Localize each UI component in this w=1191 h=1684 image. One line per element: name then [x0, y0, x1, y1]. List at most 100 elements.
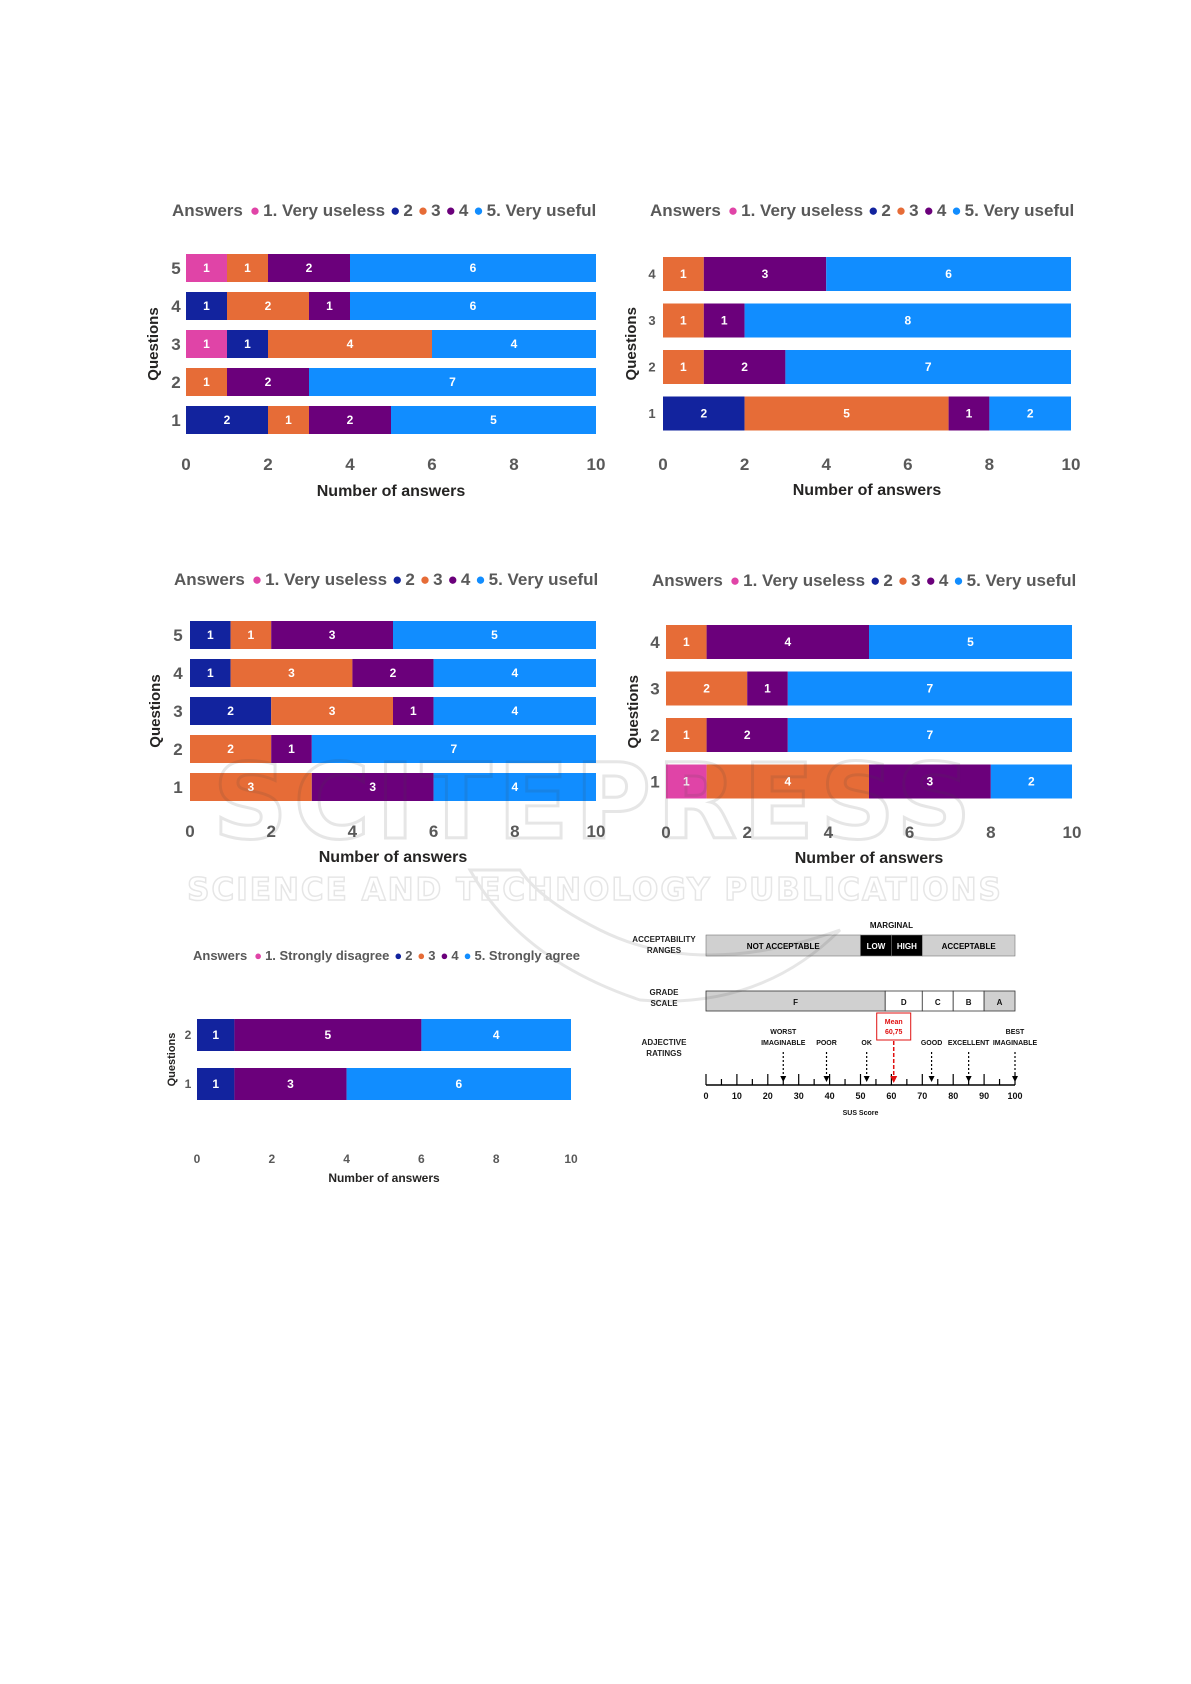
category-label: 3 [171, 335, 180, 354]
data-label: 7 [451, 742, 458, 756]
data-label: 3 [369, 780, 376, 794]
x-axis-title: Number of answers [793, 482, 942, 499]
bar-segment [197, 1068, 235, 1100]
category-label: 1 [650, 772, 659, 791]
legend-title: Answers [652, 571, 723, 590]
charts-layer: Answers ● 1. Very useless ● 2 ● 3 ● 4 ● 5. Very us… [145, 201, 1081, 1185]
data-label: 1 [244, 261, 251, 275]
category-label: 5 [173, 626, 182, 645]
watermark-main: SCITEPRESS [213, 741, 977, 863]
legend-marker-5-icon: ● [475, 570, 485, 589]
sus-tick-label: 100 [1007, 1091, 1022, 1101]
data-label: 1 [207, 628, 214, 642]
legend-item-3: 3 [909, 201, 918, 220]
adjective-label: POOR [816, 1040, 837, 1047]
bar-segment [197, 1019, 235, 1051]
legend-item-3: 3 [911, 571, 920, 590]
x-tick-label: 8 [510, 822, 519, 841]
acceptability-label: LOW [867, 942, 886, 951]
bar-segment [393, 697, 434, 725]
data-label: 1 [683, 728, 690, 742]
data-label: 3 [288, 666, 295, 680]
category-label: 4 [648, 267, 656, 282]
legend-item-3: 3 [431, 201, 440, 220]
legend-marker-2-icon: ● [392, 570, 402, 589]
bar-segment [703, 350, 786, 384]
data-label: 2 [347, 413, 354, 427]
legend-item-1: 1. Very useless [265, 570, 387, 589]
adjective-label: GOOD [921, 1040, 942, 1047]
x-tick-label: 0 [658, 455, 667, 474]
data-label: 1 [683, 635, 690, 649]
data-label: 1 [203, 337, 210, 351]
bar-segment [706, 718, 788, 752]
legend-marker-1-icon: ● [254, 948, 262, 963]
bar-segment [706, 764, 869, 799]
legend-item-2: 2 [883, 571, 892, 590]
bar-segment [666, 718, 707, 752]
x-tick-label: 4 [824, 823, 834, 842]
legend-title: Answers [193, 948, 247, 963]
data-label: 1 [410, 704, 417, 718]
sus-tick-label: 0 [703, 1091, 708, 1101]
category-label: 4 [173, 664, 183, 683]
bar-segment [433, 697, 596, 725]
y-axis-title: Questions [145, 307, 162, 380]
legend-marker-1-icon: ● [252, 570, 262, 589]
data-label: 2 [306, 261, 313, 275]
bar-segment [186, 406, 268, 434]
legend-item-5: 5. Very useful [487, 201, 597, 220]
legend-marker-4-icon: ● [448, 570, 458, 589]
grade-label: D [901, 998, 907, 1007]
data-label: 7 [927, 728, 934, 742]
x-tick-label: 10 [587, 455, 606, 474]
bar-segment [190, 773, 312, 801]
bar-segment [311, 735, 596, 763]
legend-item-5: 5. Very useful [489, 570, 599, 589]
x-tick-label: 2 [268, 1152, 275, 1166]
legend-item-5: 5. Strongly agree [474, 948, 579, 963]
bar-segment [346, 1068, 571, 1100]
bar-segment [190, 697, 272, 725]
category-label: 5 [171, 259, 180, 278]
legend-title: Answers [172, 201, 243, 220]
x-tick-label: 10 [1062, 455, 1081, 474]
category-label: 3 [648, 313, 655, 328]
legend-marker-1-icon: ● [250, 201, 260, 220]
data-label: 4 [511, 704, 518, 718]
bar-segment [190, 659, 231, 687]
data-label: 3 [927, 775, 934, 789]
category-label: 2 [171, 373, 180, 392]
y-axis-title: Questions [623, 307, 640, 380]
data-label: 1 [680, 360, 687, 374]
legend: Answers ● 1. Very useless ● 2 ● 3 ● 4 ● 5. Very us… [172, 201, 596, 220]
sus-tick-label: 30 [794, 1091, 804, 1101]
sus-tick-label: 90 [979, 1091, 989, 1101]
row-label-grade: GRADE [650, 988, 680, 997]
bar-segment [787, 671, 1072, 706]
legend-item-4: 4 [939, 571, 949, 590]
bar-segment [311, 773, 434, 801]
bar-segment [744, 396, 949, 431]
legend-marker-3-icon: ● [898, 571, 908, 590]
data-label: 1 [721, 314, 728, 328]
x-tick-label: 8 [509, 455, 518, 474]
legend-marker-3-icon: ● [418, 201, 428, 220]
chart-4: Answers ● 1. Very useless ● 2 ● 3 ● 4 ● 5. Very us… [625, 571, 1081, 867]
sus-tick-label: 20 [763, 1091, 773, 1101]
data-label: 2 [1027, 407, 1034, 421]
legend: Answers ● 1. Very useless ● 2 ● 3 ● 4 ● 5. Very us… [650, 201, 1074, 220]
legend: Answers ● 1. Very useless ● 2 ● 3 ● 4 ● 5. Very us… [174, 570, 598, 589]
arrow-head-icon [863, 1076, 870, 1082]
data-label: 3 [329, 704, 336, 718]
data-label: 2 [741, 360, 748, 374]
bar-segment [186, 292, 227, 320]
data-label: 6 [945, 267, 952, 281]
bar-segment [869, 625, 1072, 659]
data-label: 1 [203, 299, 210, 313]
bar-segment [948, 396, 990, 431]
y-axis-title: Questions [625, 675, 642, 748]
bar-segment [227, 254, 268, 282]
sus-tick-label: 40 [825, 1091, 835, 1101]
